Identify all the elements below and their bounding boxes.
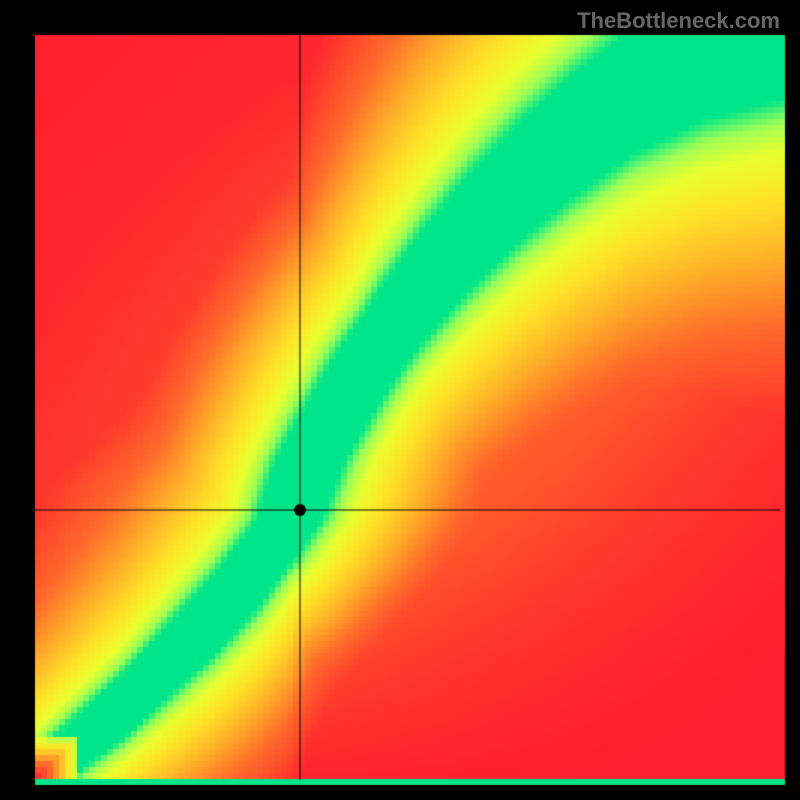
watermark-text: TheBottleneck.com [577,8,780,34]
heatmap-canvas [0,0,800,800]
bottleneck-heatmap [0,0,800,800]
